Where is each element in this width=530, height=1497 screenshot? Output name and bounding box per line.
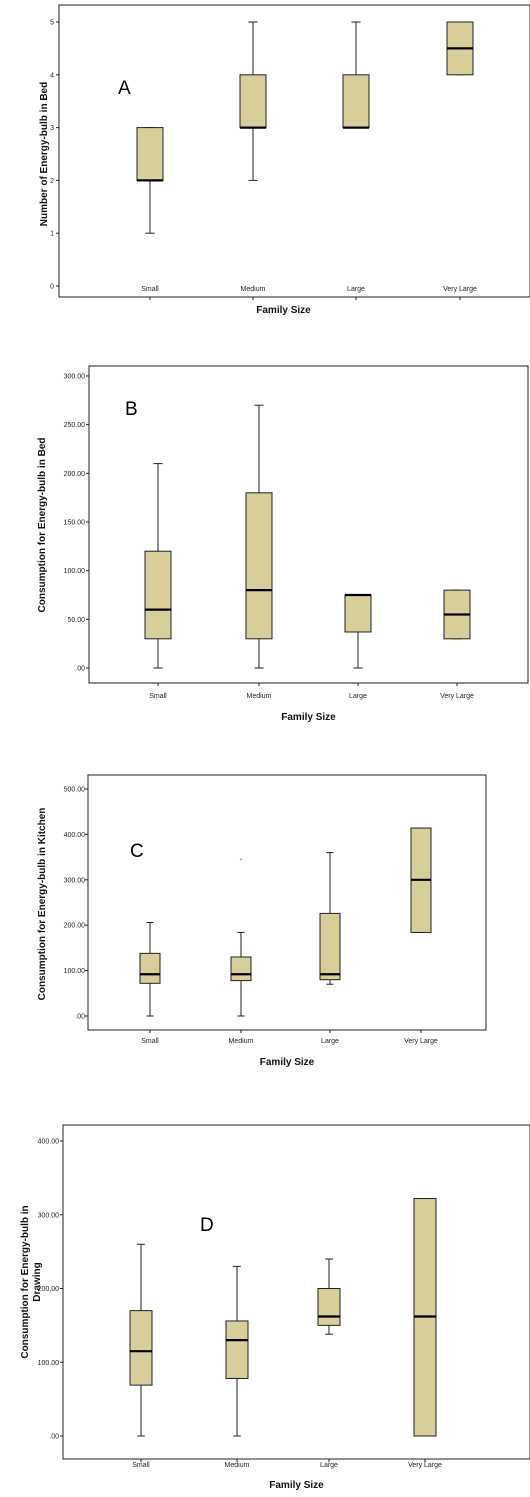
box-iqr <box>139 952 161 984</box>
box-iqr <box>230 956 252 982</box>
x-axis-title: Family Size <box>256 305 311 316</box>
y-tick-label: 150.00 <box>64 520 86 527</box>
panel-label: A <box>118 78 131 99</box>
x-axis-title: Family Size <box>260 1057 315 1068</box>
box-iqr <box>225 1320 249 1379</box>
x-tick-label: Very Large <box>404 1038 438 1045</box>
y-tick-label: 100.00 <box>64 968 86 975</box>
y-tick-label: 400.00 <box>38 1139 60 1146</box>
x-tick-label: Medium <box>229 1038 254 1045</box>
box-iqr <box>239 74 267 129</box>
y-tick-label: 300.00 <box>38 1212 60 1219</box>
y-tick-label: 100.00 <box>38 1360 60 1367</box>
x-tick-label: Very Large <box>443 286 477 293</box>
y-tick-label: 200.00 <box>38 1286 60 1293</box>
x-tick-label: Small <box>141 1038 159 1045</box>
y-tick-label: 50.00 <box>67 617 85 624</box>
y-tick-label: 3 <box>50 125 54 132</box>
x-tick-label: Large <box>321 1038 339 1045</box>
x-tick-label: Large <box>347 286 365 293</box>
panel-label: C <box>130 841 144 862</box>
x-tick-label: Small <box>132 1462 150 1469</box>
y-axis-title: Consumption for Energy-bulb inDrawing <box>20 1205 43 1358</box>
box-iqr <box>144 550 172 640</box>
x-tick-label: Very Large <box>440 693 474 700</box>
y-tick-label: .00 <box>75 666 85 673</box>
x-axis-title: Family Size <box>269 1480 324 1491</box>
panel-label: D <box>200 1215 214 1236</box>
y-tick-label: 1 <box>50 231 54 238</box>
x-axis-title: Family Size <box>281 712 336 723</box>
box-iqr <box>317 1288 341 1326</box>
box-iqr <box>342 74 370 129</box>
y-tick-label: 4 <box>50 72 54 79</box>
x-tick-label: Small <box>149 693 167 700</box>
y-tick-label: 2 <box>50 178 54 185</box>
y-tick-label: 5 <box>50 20 54 27</box>
box-iqr <box>129 1310 153 1386</box>
y-axis-title: Number of Energy-bulb in Bed <box>39 82 50 226</box>
y-tick-label: 0 <box>50 284 54 291</box>
y-tick-label: .00 <box>75 1014 85 1021</box>
y-tick-label: 500.00 <box>64 787 86 794</box>
outlier-point <box>239 858 243 861</box>
plot-frame <box>62 1124 530 1460</box>
y-tick-label: 300.00 <box>64 877 86 884</box>
y-tick-label: 200.00 <box>64 923 86 930</box>
y-tick-label: 400.00 <box>64 832 86 839</box>
x-tick-label: Large <box>320 1462 338 1469</box>
box-iqr <box>319 912 341 981</box>
x-tick-label: Very Large <box>408 1462 442 1469</box>
y-tick-label: 100.00 <box>64 568 86 575</box>
x-tick-label: Large <box>349 693 367 700</box>
y-axis-title: Consumption for Energy-bulb in Bed <box>37 438 48 613</box>
y-tick-label: 250.00 <box>64 422 86 429</box>
x-tick-label: Medium <box>241 286 266 293</box>
y-tick-label: .00 <box>49 1434 59 1441</box>
panel-label: B <box>125 399 138 420</box>
x-tick-label: Small <box>141 286 159 293</box>
y-tick-label: 300.00 <box>64 374 86 381</box>
x-tick-label: Medium <box>247 693 272 700</box>
y-axis-title: Consumption for Energy-bulb in Kitchen <box>37 808 48 1001</box>
plot-frame <box>87 774 487 1031</box>
y-tick-label: 200.00 <box>64 471 86 478</box>
box-iqr <box>245 492 273 640</box>
box-iqr <box>344 594 372 633</box>
x-tick-label: Medium <box>225 1462 250 1469</box>
box-iqr <box>136 127 164 181</box>
